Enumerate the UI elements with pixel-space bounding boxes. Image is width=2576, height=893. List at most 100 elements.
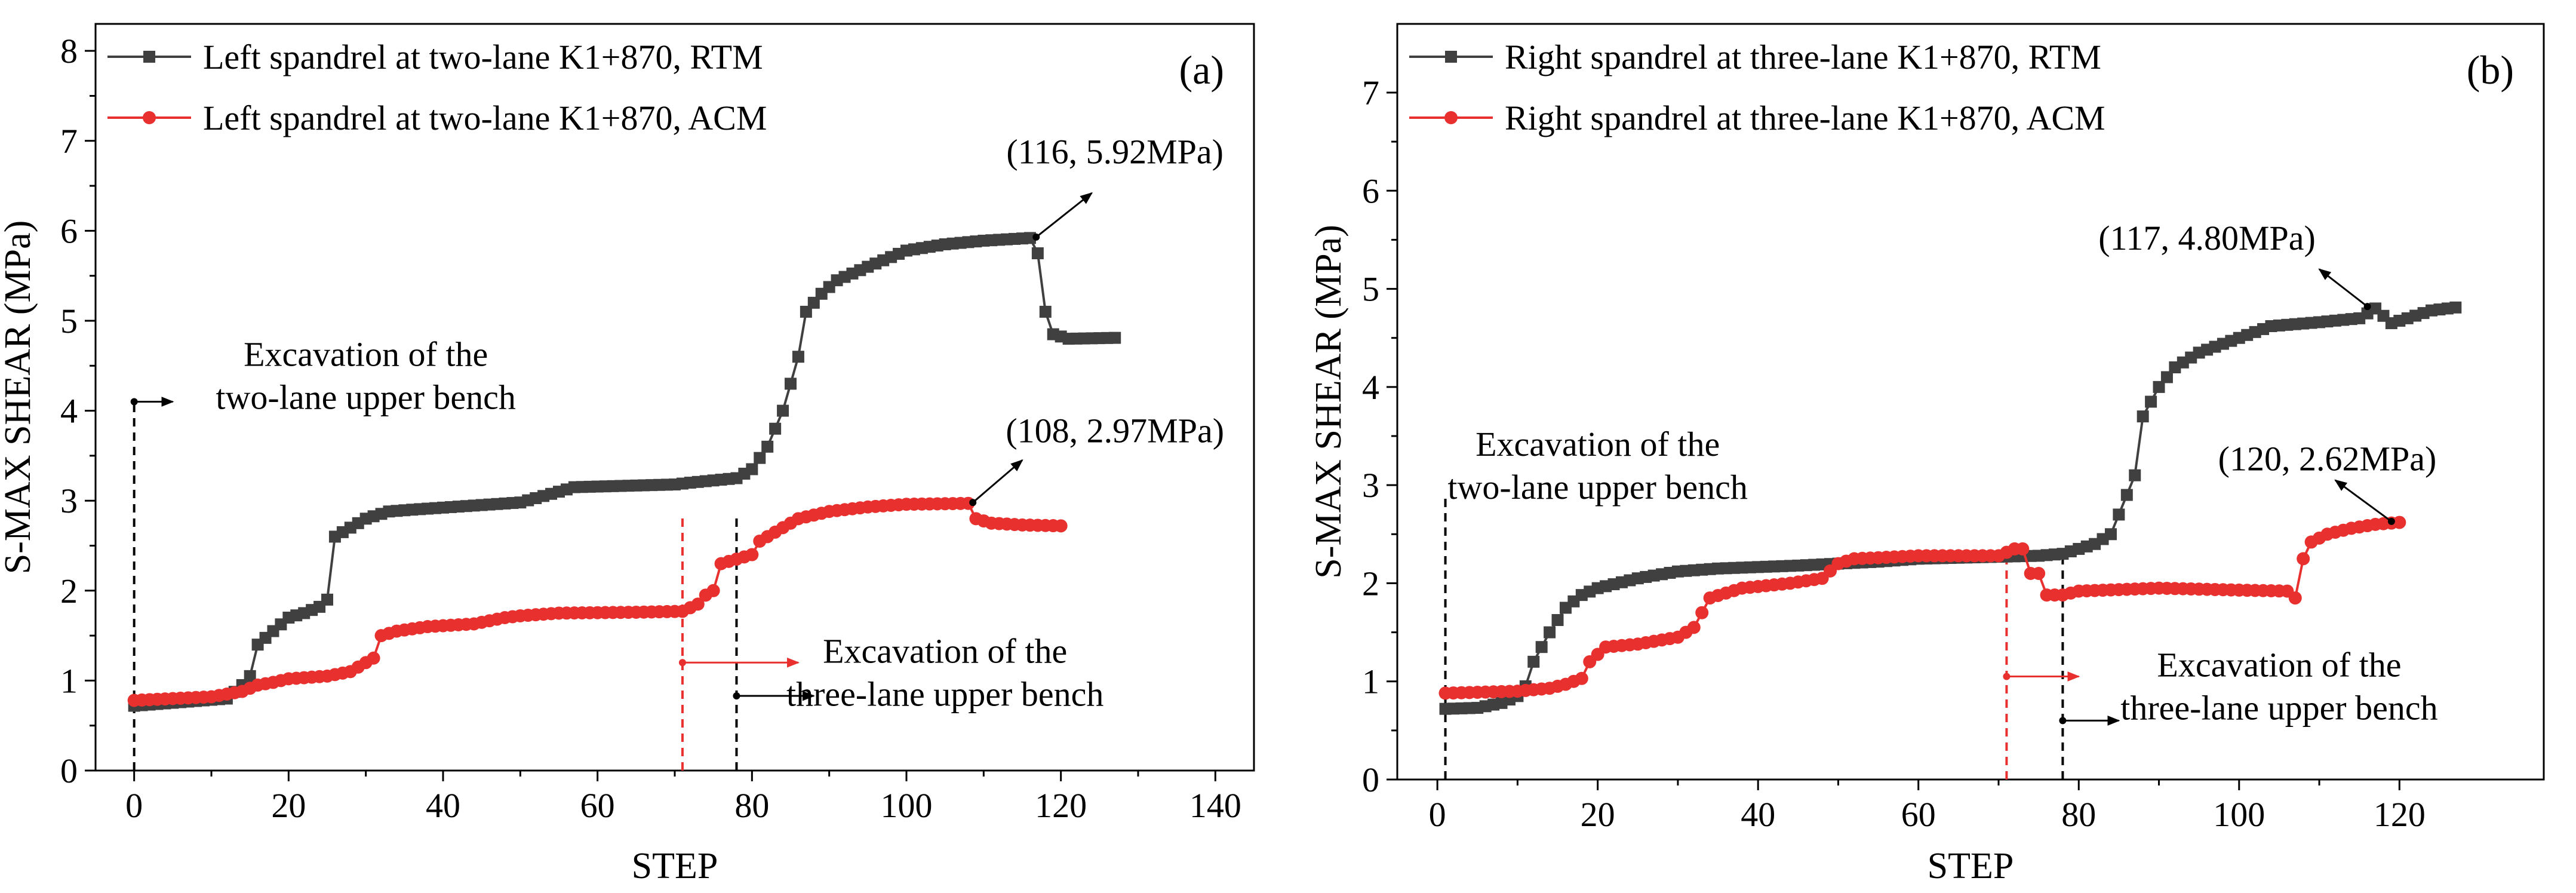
- y-tick-label: 6: [1362, 171, 1379, 210]
- x-tick-label: 20: [271, 786, 306, 825]
- data-point-square: [2113, 508, 2125, 521]
- data-point-circle: [2016, 542, 2030, 556]
- x-tick-label: 100: [2213, 795, 2265, 834]
- y-tick-label: 8: [60, 32, 78, 70]
- annotation-line: Excavation of the: [2157, 646, 2401, 685]
- x-tick-label: 60: [1901, 795, 1936, 834]
- y-tick-label: 0: [1362, 760, 1379, 799]
- annotation-text: (108, 2.97MPa): [1006, 411, 1224, 450]
- data-point-square: [746, 463, 758, 475]
- y-axis-label: S-MAX SHEAR (MPa): [0, 220, 38, 574]
- data-point-circle: [691, 597, 705, 611]
- legend-label: Right spandrel at three-lane K1+870, RTM: [1505, 38, 2101, 76]
- data-point-square: [2449, 301, 2462, 314]
- annotation-text: Excavation of the three-lane upper bench: [786, 631, 1103, 713]
- legend-marker: [143, 111, 156, 124]
- x-axis-label: STEP: [632, 846, 718, 886]
- data-point-square: [807, 296, 820, 309]
- data-point-square: [792, 351, 804, 363]
- annotation-text: (117, 4.80MPa): [2098, 219, 2316, 257]
- data-point-square: [2137, 410, 2149, 423]
- data-point-square: [244, 670, 256, 682]
- y-tick-label: 7: [60, 122, 78, 161]
- y-tick-label: 7: [1362, 73, 1379, 112]
- data-point-square: [2153, 380, 2165, 393]
- panel-b-chart: 0 20 40 60 80 100 120 0 1 2 3 4 5 6 7 STEP S-MAX SHEAR (…: [1308, 23, 2545, 886]
- x-tick-label: 80: [2061, 795, 2096, 834]
- panel-label: (b): [2467, 47, 2514, 93]
- annotation-text: Excavation of the two-lane upper bench: [1447, 425, 1747, 507]
- data-point-circle: [1687, 621, 1701, 634]
- y-tick-label: 2: [1362, 564, 1379, 603]
- data-point-square: [2129, 469, 2141, 481]
- y-tick-label: 1: [60, 661, 78, 700]
- annotation-arrow: [972, 459, 1023, 504]
- data-point-square: [777, 404, 789, 417]
- data-point-square: [1039, 305, 1052, 318]
- x-tick-label: 0: [125, 786, 143, 825]
- plot-frame: [1396, 23, 2545, 781]
- y-tick-label: 0: [60, 751, 78, 790]
- data-point-circle: [706, 584, 720, 597]
- annotation-line: (116, 5.92MPa): [1006, 132, 1224, 171]
- x-tick-label: 140: [1189, 786, 1241, 825]
- data-point-square: [1535, 641, 1548, 653]
- data-point-circle: [1695, 606, 1709, 619]
- data-point-square: [1527, 655, 1540, 668]
- annotation-line: Excavation of the: [244, 335, 488, 373]
- data-point-square: [2145, 395, 2157, 408]
- data-point-square: [2160, 371, 2173, 383]
- data-point-circle: [2032, 567, 2046, 580]
- annotation-text: Excavation of the two-lane upper bench: [216, 335, 515, 416]
- x-tick-label: 80: [734, 786, 769, 825]
- data-point-square: [2120, 489, 2133, 501]
- data-point-square: [769, 422, 782, 435]
- annotation-line: two-lane upper bench: [1447, 468, 1747, 507]
- data-point-square: [800, 305, 812, 318]
- panel-a-chart: 0 20 40 60 80 100 120 140 0 1 2 3 4 5 6 7 8 STEP S-MAX SHE…: [0, 23, 1255, 886]
- data-point-square: [785, 378, 797, 390]
- data-point-square: [1023, 232, 1036, 244]
- y-tick-label: 4: [1362, 368, 1379, 407]
- data-point-circle: [1054, 519, 1068, 533]
- data-point-square: [1109, 332, 1121, 344]
- y-tick-label: 4: [60, 392, 78, 431]
- annotation-line: Excavation of the: [1475, 425, 1720, 464]
- panel-label: (a): [1179, 47, 1224, 93]
- data-point-square: [1031, 247, 1044, 260]
- x-tick-label: 20: [1581, 795, 1615, 834]
- data-point-square: [2104, 528, 2117, 541]
- legend-label: Left spandrel at two-lane K1+870, RTM: [203, 38, 763, 76]
- legend-marker: [1445, 51, 1457, 63]
- data-point-square: [321, 593, 333, 606]
- x-tick-label: 120: [2374, 795, 2426, 834]
- annotation-arrow: [2318, 268, 2368, 308]
- x-axis-label: STEP: [1928, 846, 2014, 886]
- legend-label: Right spandrel at three-lane K1+870, ACM: [1505, 99, 2105, 137]
- annotation-arrow: [1035, 192, 1093, 238]
- y-tick-label: 3: [60, 481, 78, 520]
- annotation-text: (120, 2.62MPa): [2218, 440, 2437, 478]
- y-tick-label: 6: [60, 211, 78, 250]
- data-point-circle: [2393, 515, 2406, 529]
- x-tick-label: 60: [580, 786, 615, 825]
- y-tick-label: 1: [1362, 662, 1379, 701]
- annotation-line: Excavation of the: [823, 631, 1067, 670]
- x-tick-label: 40: [1741, 795, 1775, 834]
- series-line: [134, 502, 1061, 702]
- legend-label: Left spandrel at two-lane K1+870, ACM: [203, 99, 767, 137]
- annotation-arrow: [2334, 479, 2392, 523]
- annotation-line: (117, 4.80MPa): [2098, 219, 2316, 257]
- data-point-circle: [367, 651, 380, 665]
- annotation-line: (120, 2.62MPa): [2218, 440, 2437, 478]
- annotation-line: three-lane upper bench: [2120, 689, 2437, 728]
- data-point-square: [1551, 614, 1564, 627]
- annotation-line: (108, 2.97MPa): [1006, 411, 1224, 450]
- legend-marker: [1444, 111, 1458, 124]
- data-point-circle: [2297, 552, 2310, 566]
- x-tick-label: 120: [1035, 786, 1087, 825]
- legend-marker: [143, 51, 155, 63]
- y-tick-label: 3: [1362, 466, 1379, 505]
- data-point-square: [1544, 626, 1556, 639]
